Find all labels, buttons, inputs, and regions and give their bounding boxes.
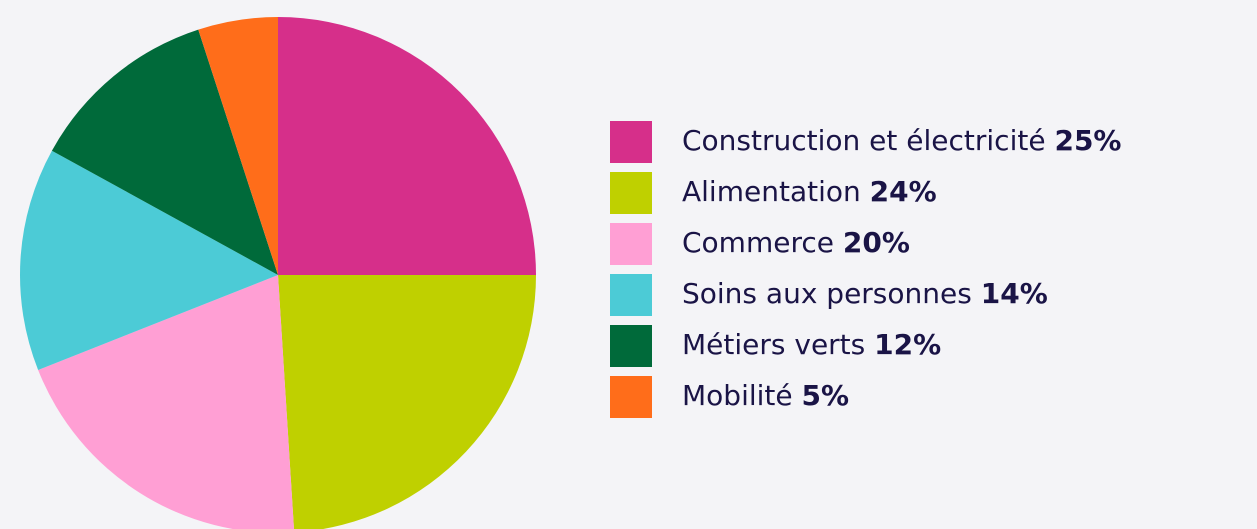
legend-swatch	[610, 325, 652, 367]
legend-name: Construction et électricité	[682, 124, 1046, 157]
legend-name: Commerce	[682, 226, 834, 259]
legend-swatch	[610, 274, 652, 316]
pie-slice	[278, 17, 536, 275]
legend-name: Métiers verts	[682, 328, 865, 361]
legend-label: Métiers verts 12%	[682, 328, 941, 361]
legend-swatch	[610, 121, 652, 163]
legend-label: Construction et électricité 25%	[682, 124, 1122, 157]
legend-name: Alimentation	[682, 175, 861, 208]
legend-value: 25%	[1054, 124, 1121, 157]
pie-slice	[278, 275, 536, 529]
legend-label: Soins aux personnes 14%	[682, 277, 1048, 310]
pie-slice	[38, 275, 294, 529]
pie-slice	[20, 150, 279, 370]
legend-value: 5%	[802, 379, 850, 412]
legend-label: Mobilité 5%	[682, 379, 849, 412]
legend-name: Soins aux personnes	[682, 277, 972, 310]
legend-value: 12%	[874, 328, 941, 361]
legend-value: 24%	[870, 175, 937, 208]
legend-name: Mobilité	[682, 379, 793, 412]
legend-label: Commerce 20%	[682, 226, 910, 259]
legend-swatch	[610, 223, 652, 265]
legend-value: 20%	[843, 226, 910, 259]
legend-value: 14%	[981, 277, 1048, 310]
legend-label: Alimentation 24%	[682, 175, 937, 208]
pie-slice	[198, 17, 278, 275]
legend-swatch	[610, 376, 652, 418]
legend-swatch	[610, 172, 652, 214]
pie-slice	[51, 29, 279, 276]
